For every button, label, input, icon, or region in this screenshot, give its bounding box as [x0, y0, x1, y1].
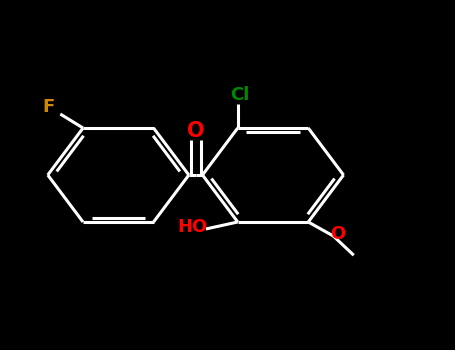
- Text: HO: HO: [177, 218, 207, 236]
- Text: O: O: [187, 121, 204, 141]
- Text: Cl: Cl: [230, 86, 250, 104]
- Text: O: O: [330, 225, 345, 243]
- Text: F: F: [43, 98, 55, 116]
